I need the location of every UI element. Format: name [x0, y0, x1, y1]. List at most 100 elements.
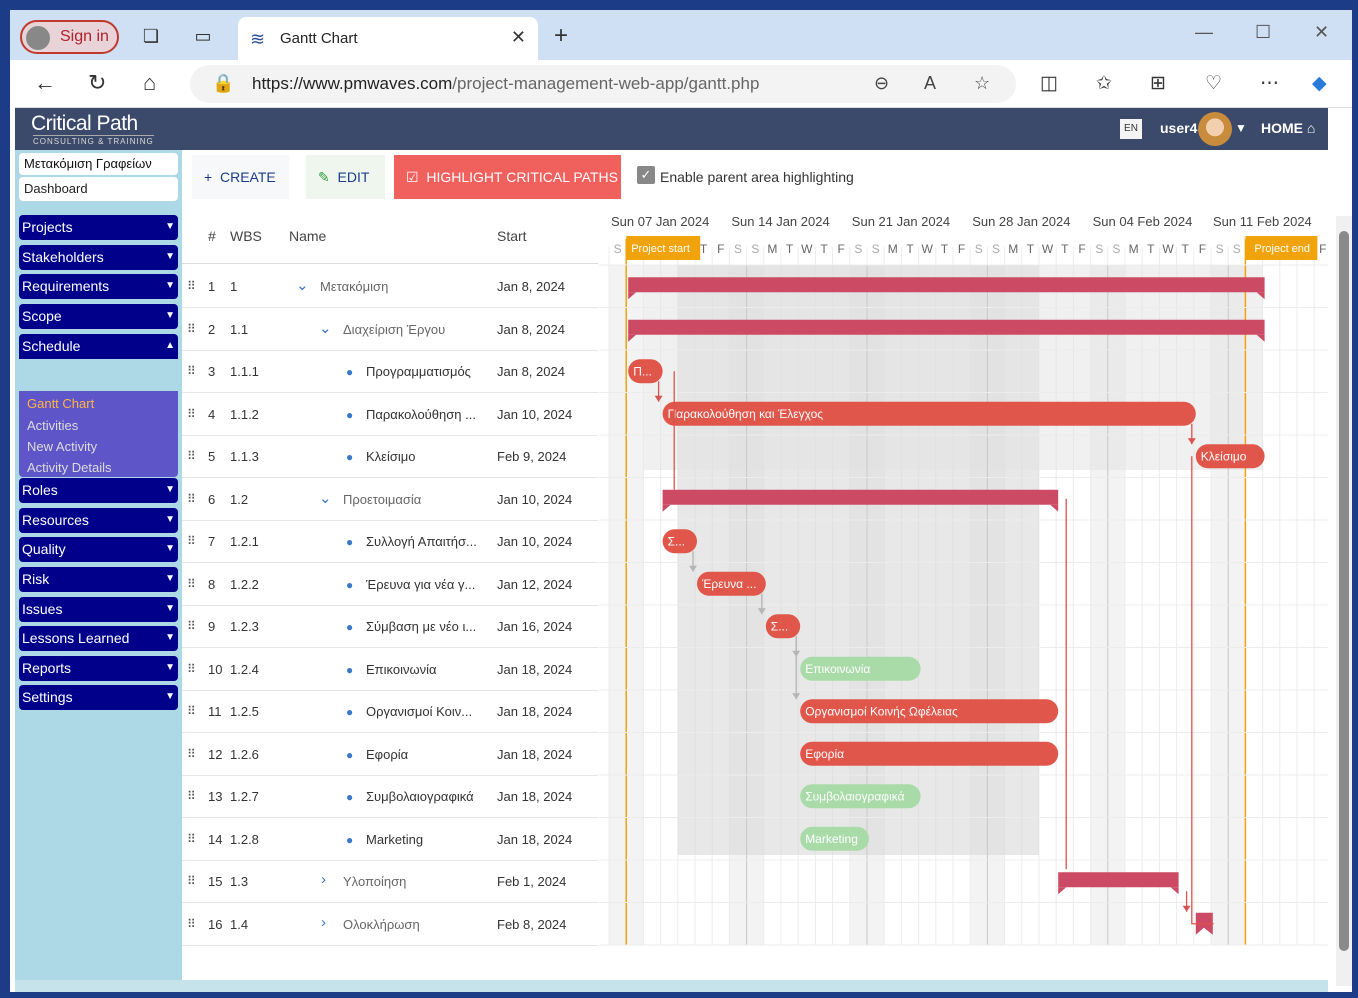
- drag-handle-icon[interactable]: ⠿: [187, 321, 196, 336]
- sidebar-item-risk[interactable]: Risk ▼: [19, 567, 178, 592]
- submenu-activity-details[interactable]: Activity Details: [27, 460, 112, 475]
- minimize-icon[interactable]: —: [1195, 22, 1213, 42]
- more-menu-icon[interactable]: ⋯: [1260, 73, 1279, 94]
- drag-handle-icon[interactable]: ⠿: [187, 364, 196, 378]
- task-bar[interactable]: [765, 614, 801, 639]
- sign-in-button[interactable]: Sign in: [20, 20, 119, 54]
- drag-handle-icon[interactable]: ⠿: [187, 576, 196, 591]
- copilot-icon[interactable]: ◆: [1312, 73, 1327, 94]
- close-window-icon[interactable]: ✕: [1314, 22, 1330, 42]
- vertical-scrollbar[interactable]: [1336, 216, 1352, 986]
- table-row[interactable]: ⠿ 3 1.1.1 ● Προγραμματισμός Jan 8, 2024: [182, 350, 598, 393]
- submenu-new-activity[interactable]: New Activity: [27, 439, 98, 454]
- collections-icon[interactable]: ⊞: [1150, 73, 1166, 94]
- table-row[interactable]: ⠿ 5 1.1.3 ● Κλείσιμο Feb 9, 2024: [182, 435, 598, 478]
- task-bar[interactable]: [800, 699, 1059, 724]
- create-button[interactable]: + CREATE: [192, 155, 289, 199]
- project-end-marker[interactable]: [1245, 236, 1318, 260]
- refresh-icon[interactable]: ↻: [88, 70, 107, 95]
- close-tab-icon[interactable]: ✕: [510, 27, 526, 47]
- table-row[interactable]: ⠿ 14 1.2.8 ● Marketing Jan 18, 2024: [182, 818, 598, 861]
- read-aloud-icon[interactable]: A: [924, 73, 937, 93]
- task-bar[interactable]: [662, 529, 697, 554]
- avatar[interactable]: [1198, 112, 1232, 146]
- maximize-icon[interactable]: ☐: [1255, 22, 1272, 42]
- sidebar-item-dashboard[interactable]: Dashboard: [19, 177, 178, 201]
- parent-highlight-checkbox[interactable]: ✓: [637, 166, 655, 184]
- sidebar-item-resources[interactable]: Resources ▼: [19, 508, 178, 533]
- sidebar-item-schedule[interactable]: Schedule ▲: [19, 334, 178, 359]
- summary-bar[interactable]: [1058, 872, 1179, 888]
- drag-handle-icon[interactable]: ⠿: [187, 831, 196, 846]
- drag-handle-icon[interactable]: ⠿: [187, 449, 196, 463]
- task-bar[interactable]: [697, 571, 766, 596]
- task-bar[interactable]: [628, 359, 663, 384]
- table-row[interactable]: ⠿ 8 1.2.2 ● Έρευνα για νέα γ... Jan 12, 2024: [182, 563, 598, 606]
- task-bar[interactable]: [1195, 444, 1265, 469]
- drag-handle-icon[interactable]: ⠿: [187, 704, 196, 718]
- drag-handle-icon[interactable]: ⠿: [187, 279, 196, 293]
- submenu-activities[interactable]: Activities: [27, 418, 79, 433]
- summary-bar[interactable]: [628, 277, 1265, 293]
- project-selector[interactable]: Μετακόμιση Γραφείων: [19, 153, 178, 175]
- table-row[interactable]: ⠿ 15 1.3 › Υλοποίηση Feb 1, 2024: [182, 860, 598, 903]
- task-bar[interactable]: [662, 401, 1196, 426]
- home-icon[interactable]: ⌂: [143, 70, 157, 95]
- browser-essentials-icon[interactable]: ♡: [1205, 73, 1223, 94]
- task-bar[interactable]: [800, 656, 921, 681]
- table-row[interactable]: ⠿ 6 1.2 ⌄ Προετοιμασία Jan 10, 2024: [182, 478, 598, 521]
- drag-handle-icon[interactable]: ⠿: [187, 491, 196, 506]
- split-screen-icon[interactable]: ◫: [1040, 73, 1058, 94]
- favorite-star-icon[interactable]: ☆: [974, 73, 991, 93]
- summary-bar[interactable]: [628, 319, 1265, 335]
- sidebar-item-quality[interactable]: Quality ▼: [19, 537, 178, 562]
- sidebar-item-settings[interactable]: Settings ▼: [19, 685, 178, 710]
- table-row[interactable]: ⠿ 13 1.2.7 ● Συμβολαιογραφικά Jan 18, 2024: [182, 775, 598, 818]
- drag-handle-icon[interactable]: ⠿: [187, 874, 196, 888]
- drag-handle-icon[interactable]: ⠿: [187, 746, 196, 761]
- user-name[interactable]: user4: [1160, 120, 1198, 136]
- drag-handle-icon[interactable]: ⠿: [187, 661, 196, 676]
- tab-gantt-chart[interactable]: ≋ Gantt Chart ✕: [238, 17, 538, 60]
- table-row[interactable]: ⠿ 7 1.2.1 ● Συλλογή Απαιτήσ... Jan 10, 2024: [182, 520, 598, 563]
- zoom-icon[interactable]: ⊖: [874, 73, 890, 93]
- col-wbs[interactable]: WBS: [230, 228, 262, 244]
- workspaces-icon[interactable]: ❏: [142, 26, 160, 46]
- language-selector[interactable]: EN: [1120, 119, 1142, 139]
- collapse-chevron-icon[interactable]: ⌄: [319, 489, 332, 507]
- drag-handle-icon[interactable]: ⠿: [187, 619, 196, 633]
- sidebar-item-reports[interactable]: Reports ▼: [19, 656, 178, 681]
- task-bar[interactable]: [800, 741, 1059, 766]
- sidebar-item-roles[interactable]: Roles ▼: [19, 478, 178, 503]
- sidebar-item-lessons-learned[interactable]: Lessons Learned ▼: [19, 626, 178, 651]
- table-row[interactable]: ⠿ 11 1.2.5 ● Οργανισμοί Κοιν... Jan 18, 2024: [182, 690, 598, 733]
- sidebar-item-stakeholders[interactable]: Stakeholders ▼: [19, 245, 178, 270]
- col-name[interactable]: Name: [289, 228, 327, 244]
- col-num[interactable]: #: [208, 228, 216, 244]
- expand-chevron-icon[interactable]: ›: [321, 913, 326, 931]
- table-row[interactable]: ⠿ 9 1.2.3 ● Σύμβαση με νέο ι... Jan 16, 2024: [182, 605, 598, 648]
- col-start[interactable]: Start: [497, 228, 527, 244]
- highlight-critical-paths-button[interactable]: ☑ HIGHLIGHT CRITICAL PATHS: [394, 155, 621, 199]
- drag-handle-icon[interactable]: ⠿: [187, 789, 196, 803]
- sidebar-item-scope[interactable]: Scope ▼: [19, 304, 178, 329]
- table-row[interactable]: ⠿ 1 1 ⌄ Μετακόμιση Jan 8, 2024: [182, 265, 598, 308]
- favorites-icon[interactable]: ✩: [1096, 73, 1112, 94]
- site-info-icon[interactable]: 🔒: [212, 73, 235, 93]
- collapse-chevron-icon[interactable]: ⌄: [319, 319, 332, 337]
- submenu-gantt-chart[interactable]: Gantt Chart: [27, 396, 95, 411]
- new-tab-icon[interactable]: +: [554, 22, 569, 49]
- summary-bar[interactable]: [662, 489, 1059, 505]
- tab-actions-icon[interactable]: ▭: [194, 26, 212, 46]
- sidebar-item-issues[interactable]: Issues ▼: [19, 597, 178, 622]
- user-menu-caret-icon[interactable]: ▼: [1235, 121, 1247, 135]
- logo[interactable]: Critical Path: [31, 112, 138, 135]
- task-bar[interactable]: [800, 826, 869, 851]
- table-row[interactable]: ⠿ 12 1.2.6 ● Εφορία Jan 18, 2024: [182, 733, 598, 776]
- table-row[interactable]: ⠿ 16 1.4 › Ολοκλήρωση Feb 8, 2024: [182, 903, 598, 946]
- edit-button[interactable]: ✎ EDIT: [306, 155, 385, 199]
- scroll-thumb[interactable]: [1339, 231, 1349, 951]
- table-row[interactable]: ⠿ 4 1.1.2 ● Παρακολούθηση ... Jan 10, 2024: [182, 393, 598, 436]
- expand-chevron-icon[interactable]: ›: [321, 871, 326, 888]
- home-link[interactable]: HOME ⌂: [1261, 120, 1316, 136]
